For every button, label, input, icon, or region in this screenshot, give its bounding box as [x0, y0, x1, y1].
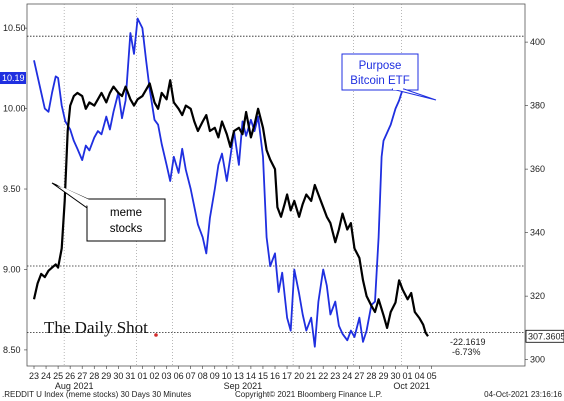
svg-text:10.19: 10.19: [2, 73, 25, 83]
right-tick-label: 400: [530, 37, 545, 47]
x-tick-label: 27: [354, 371, 364, 381]
meme-label-line1: meme: [110, 207, 142, 219]
x-tick-label: 15: [258, 371, 268, 381]
x-month-label: Aug 2021: [55, 381, 94, 391]
x-tick-label: 10: [222, 371, 232, 381]
x-tick-label: 25: [53, 371, 63, 381]
right-last-value-tag: 307.3605: [525, 329, 564, 343]
right-tick-label: 380: [530, 101, 545, 111]
left-tick-label: 8.50: [3, 345, 21, 355]
svg-text:307.3605: 307.3605: [528, 331, 564, 341]
x-tick-label: 01: [403, 371, 413, 381]
meme-stocks-callout: meme stocks: [51, 182, 166, 242]
brand-dot: [154, 333, 158, 337]
x-tick-label: 23: [29, 371, 39, 381]
x-tick-label: 27: [77, 371, 87, 381]
right-tick-label: 340: [530, 228, 545, 238]
right-axis: 300 320 340 360 380 400: [525, 37, 545, 365]
x-tick-label: 20: [294, 371, 304, 381]
x-tick-label: 31: [125, 371, 135, 381]
right-tick-label: 300: [530, 355, 545, 365]
x-tick-label: 09: [210, 371, 220, 381]
right-tick-label: 320: [530, 291, 545, 301]
x-tick-label: 14: [246, 371, 256, 381]
left-tick-label: 9.00: [3, 264, 21, 274]
left-last-value-tag: 10.19: [0, 72, 26, 85]
left-tick-label: 10.50: [3, 23, 26, 33]
x-tick-label: 29: [101, 371, 111, 381]
x-tick-label: 30: [113, 371, 123, 381]
brand-logo: The Daily Shot: [44, 318, 148, 337]
x-tick-label: 17: [282, 371, 292, 381]
x-tick-label: 03: [162, 371, 172, 381]
x-tick-label: 08: [198, 371, 208, 381]
purpose-label-line1: Purpose: [359, 60, 402, 72]
x-tick-label: 28: [89, 371, 99, 381]
plot-area: [26, 3, 526, 367]
right-tick-label: 360: [530, 164, 545, 174]
series-line-black: [32, 79, 429, 337]
x-tick-label: 24: [342, 371, 352, 381]
meme-label-line2: stocks: [110, 223, 143, 235]
x-tick-label: 05: [427, 371, 437, 381]
x-month-label: Sep 2021: [224, 381, 263, 391]
x-tick-label: 22: [318, 371, 328, 381]
purpose-etf-callout: Purpose Bitcoin ETF: [341, 53, 437, 101]
x-axis: 23 24 25 26 27 28 29 30 31 01 02 03 06 07 08 09 10 13 14 15…: [29, 366, 437, 391]
footer-left: .REDDIT U Index (meme stocks) 30 Days 30…: [2, 390, 191, 399]
x-tick-label: 23: [330, 371, 340, 381]
footer-right: 04-Oct-2021 23:16:16: [484, 390, 562, 399]
x-tick-label: 13: [234, 371, 244, 381]
purpose-label-line2: Bitcoin ETF: [350, 75, 409, 87]
x-tick-label: 24: [41, 371, 51, 381]
x-tick-label: 02: [149, 371, 159, 381]
x-tick-label: 04: [415, 371, 425, 381]
x-tick-label: 29: [378, 371, 388, 381]
x-tick-label: 06: [174, 371, 184, 381]
x-month-label: Oct 2021: [393, 381, 430, 391]
left-tick-label: 9.50: [3, 184, 21, 194]
x-tick-label: 26: [65, 371, 75, 381]
change-percent: -6.73%: [452, 347, 481, 357]
x-tick-label: 16: [270, 371, 280, 381]
x-tick-label: 28: [366, 371, 376, 381]
footer-center: Copyright© 2021 Bloomberg Finance L.P.: [235, 390, 382, 399]
x-tick-label: 07: [186, 371, 196, 381]
x-tick-label: 21: [306, 371, 316, 381]
change-value: -22.1619: [450, 337, 486, 347]
left-tick-label: 10.00: [3, 104, 26, 114]
series-line-blue: [33, 17, 415, 348]
left-axis: 8.50 9.00 9.50 10.00 10.50: [3, 23, 27, 355]
x-tick-label: 01: [137, 371, 147, 381]
x-tick-label: 30: [390, 371, 400, 381]
